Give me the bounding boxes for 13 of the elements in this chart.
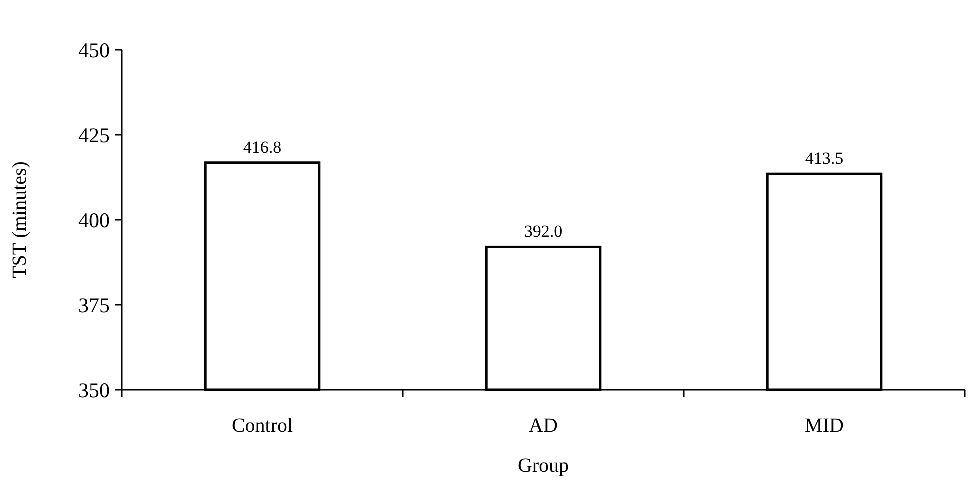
y-axis-title: TST (minutes) — [9, 162, 31, 278]
y-tick-label: 400 — [78, 208, 110, 232]
y-tick-label: 375 — [78, 293, 110, 318]
data-label: 416.8 — [243, 138, 282, 157]
x-tick-label: MID — [805, 415, 844, 437]
data-label: 413.5 — [805, 149, 844, 168]
y-tick-label: 425 — [78, 123, 110, 148]
x-tick-label: AD — [529, 415, 558, 437]
y-tick-label: 350 — [78, 378, 110, 402]
data-label: 392.0 — [524, 222, 563, 242]
x-tick-label: Control — [232, 415, 294, 437]
x-axis-title: Group — [518, 455, 570, 477]
y-tick-label: 450 — [78, 38, 110, 62]
